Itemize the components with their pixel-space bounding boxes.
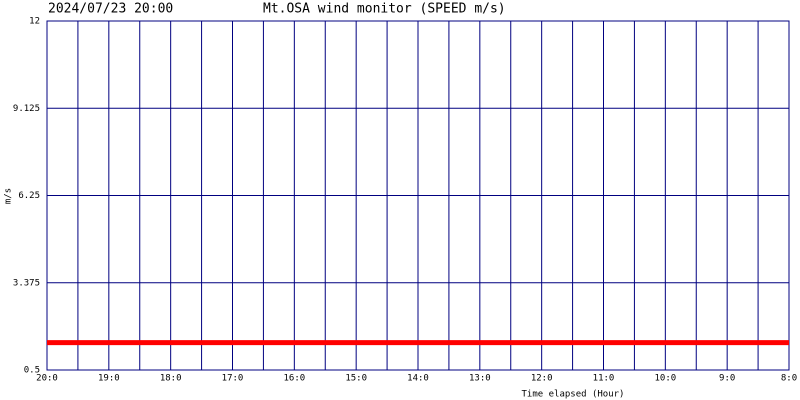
date-label: 2024/07/23 20:00 — [48, 2, 173, 17]
x-tick-label: 14:0 — [407, 374, 429, 384]
y-tick-label: 12 — [29, 17, 40, 27]
y-tick-label: 6.25 — [18, 191, 40, 201]
x-tick-label: 20:0 — [36, 374, 58, 384]
x-axis-label: Time elapsed (Hour) — [522, 390, 625, 400]
x-tick-label: 10:0 — [654, 374, 676, 384]
y-tick-label: 9.125 — [13, 104, 40, 114]
y-tick-label: 3.375 — [13, 278, 40, 288]
x-tick-label: 18:0 — [160, 374, 182, 384]
x-tick-label: 17:0 — [222, 374, 244, 384]
chart-title: Mt.OSA wind monitor (SPEED m/s) — [263, 2, 506, 17]
y-tick-label: 0.5 — [24, 366, 40, 376]
x-tick-label: 15:0 — [345, 374, 367, 384]
plot-frame — [46, 20, 790, 371]
x-tick-label: 9:0 — [719, 374, 735, 384]
x-tick-label: 11:0 — [593, 374, 615, 384]
y-axis-label: m/s — [4, 188, 14, 204]
x-tick-label: 8:0 — [781, 374, 797, 384]
x-tick-label: 16:0 — [283, 374, 305, 384]
x-tick-label: 13:0 — [469, 374, 491, 384]
x-tick-label: 19:0 — [98, 374, 120, 384]
x-tick-label: 12:0 — [531, 374, 553, 384]
